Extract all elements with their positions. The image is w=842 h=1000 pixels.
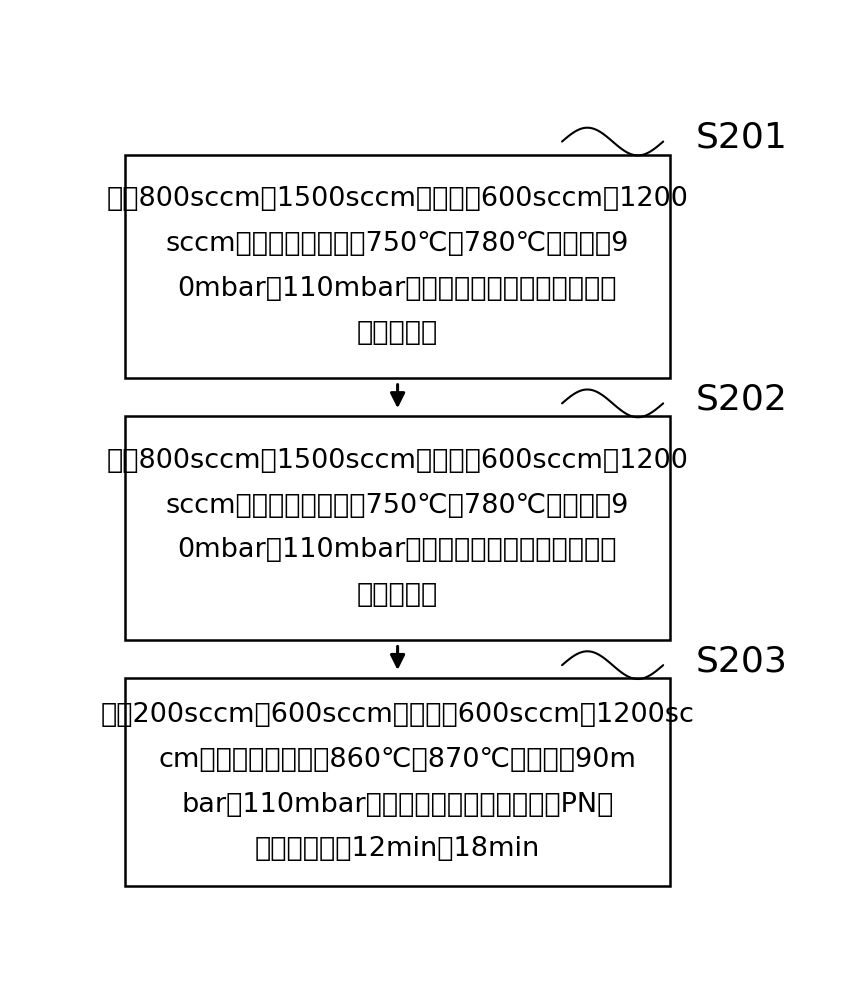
Bar: [125, 416, 669, 640]
Text: bar～110mbar的条件下进行高温推进得到PN结: bar～110mbar的条件下进行高温推进得到PN结: [181, 792, 614, 818]
Text: 0mbar～110mbar的条件下在硅片表面形成一层: 0mbar～110mbar的条件下在硅片表面形成一层: [178, 537, 617, 563]
Text: sccm的大氮，在温度为750℃～780℃、压力为9: sccm的大氮，在温度为750℃～780℃、压力为9: [166, 493, 629, 519]
Text: ，推进时间为12min～18min: ，推进时间为12min～18min: [254, 836, 540, 862]
Text: cm的大氮，在温度为860℃～870℃、压力为90m: cm的大氮，在温度为860℃～870℃、压力为90m: [158, 747, 637, 773]
Text: S202: S202: [695, 383, 787, 417]
Text: 二氧化硅膜: 二氧化硅膜: [357, 320, 438, 346]
Bar: [125, 155, 669, 378]
Text: 0mbar～110mbar的条件下在硅片表面形成一层: 0mbar～110mbar的条件下在硅片表面形成一层: [178, 276, 617, 302]
Text: 二氧化硅膜: 二氧化硅膜: [357, 582, 438, 608]
Text: S201: S201: [695, 121, 787, 155]
Text: 通入800sccm～1500sccm的氧气和600sccm～1200: 通入800sccm～1500sccm的氧气和600sccm～1200: [106, 448, 688, 474]
Text: 通入200sccm～600sccm的氧气和600sccm～1200sc: 通入200sccm～600sccm的氧气和600sccm～1200sc: [100, 702, 694, 728]
Text: S203: S203: [695, 644, 787, 678]
Bar: [125, 678, 669, 886]
Text: 通入800sccm～1500sccm的氧气和600sccm～1200: 通入800sccm～1500sccm的氧气和600sccm～1200: [106, 186, 688, 212]
Text: sccm的大氮，在温度为750℃～780℃、压力为9: sccm的大氮，在温度为750℃～780℃、压力为9: [166, 231, 629, 257]
